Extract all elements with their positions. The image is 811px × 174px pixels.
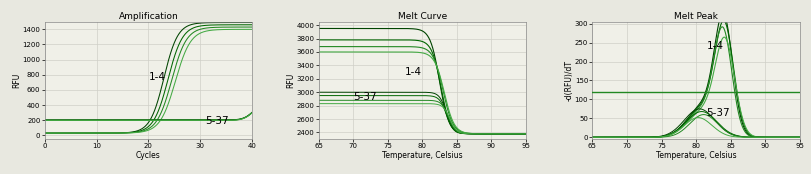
- Y-axis label: RFU: RFU: [285, 73, 294, 88]
- Y-axis label: -d(RFU)/dT: -d(RFU)/dT: [564, 60, 573, 101]
- Title: Melt Peak: Melt Peak: [673, 12, 717, 21]
- Text: 1-4: 1-4: [405, 68, 422, 77]
- X-axis label: Cycles: Cycles: [136, 151, 161, 160]
- Text: 5-37: 5-37: [205, 116, 229, 126]
- X-axis label: Temperature, Celsius: Temperature, Celsius: [655, 151, 736, 160]
- Text: 5-37: 5-37: [353, 92, 376, 102]
- Text: 1-4: 1-4: [148, 72, 165, 82]
- Text: 1-4: 1-4: [706, 41, 723, 51]
- Text: 5-37: 5-37: [706, 108, 729, 118]
- X-axis label: Temperature, Celsius: Temperature, Celsius: [381, 151, 462, 160]
- Title: Amplification: Amplification: [118, 12, 178, 21]
- Y-axis label: RFU: RFU: [12, 73, 21, 88]
- Title: Melt Curve: Melt Curve: [397, 12, 446, 21]
